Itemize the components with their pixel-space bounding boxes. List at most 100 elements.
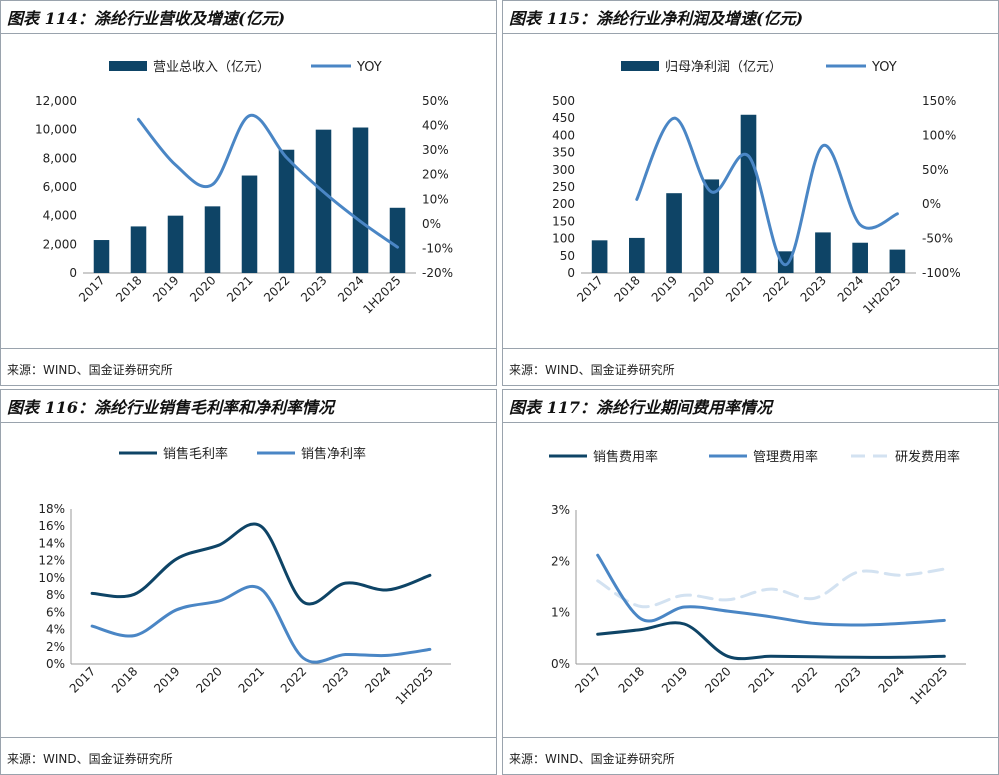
y-right-tick-label: 0% <box>922 197 941 211</box>
y-right-tick-label: -10% <box>422 241 453 255</box>
bar <box>889 249 906 273</box>
y-tick-label: 8% <box>46 588 65 602</box>
y-right-tick-label: 10% <box>422 192 449 206</box>
panel-fig116: 图表 116：涤纶行业销售毛利率和净利率情况 销售毛利率 销售净利率 0% 2% 4% 6… <box>0 389 497 775</box>
bar <box>777 251 794 273</box>
legend-label: 研发费用率 <box>895 449 960 465</box>
y-left-tick-label: 300 <box>552 163 575 177</box>
title-divider <box>503 33 998 34</box>
y-tick-label: 2% <box>551 554 570 568</box>
x-tick-label: 2018 <box>611 273 642 304</box>
y-left-tick-label: 0 <box>567 266 575 280</box>
source-divider <box>503 737 998 738</box>
legend-bar-swatch <box>109 61 147 71</box>
legend-label: 销售费用率 <box>593 449 658 465</box>
x-tick-label: 2023 <box>298 273 329 304</box>
chart-title: 图表 114：涤纶行业营收及增速(亿元) <box>7 9 286 28</box>
x-tick-label: 2021 <box>746 664 777 695</box>
title-divider <box>1 422 496 423</box>
y-left-tick-label: 6,000 <box>43 180 77 194</box>
y-right-tick-label: 0% <box>422 217 441 231</box>
x-tick-label: 2022 <box>789 664 820 695</box>
x-tick-label: 2017 <box>76 273 107 304</box>
x-tick-label: 1H2025 <box>860 273 903 316</box>
x-tick-label: 2024 <box>876 664 907 695</box>
net-profit-chart: 归母净利润（亿元） YOY 0 50 100 150 200 250 300 350 400 450 5… <box>552 60 961 316</box>
legend-bar-label: 营业总收入（亿元） <box>153 60 270 75</box>
series-line <box>90 522 432 606</box>
bar <box>130 226 147 273</box>
source-note: 来源：WIND、国金证券研究所 <box>7 752 173 766</box>
bar <box>241 175 258 273</box>
legend-line-label: YOY <box>356 60 382 75</box>
x-tick-label: 2024 <box>362 664 393 695</box>
y-left-tick-label: 12,000 <box>35 94 77 108</box>
y-right-tick-label: -20% <box>422 266 453 280</box>
x-tick-label: 2017 <box>574 273 605 304</box>
y-tick-label: 12% <box>38 554 65 568</box>
bar <box>591 240 608 273</box>
y-tick-label: 6% <box>46 605 65 619</box>
x-tick-label: 2019 <box>649 273 680 304</box>
y-right-tick-label: 50% <box>922 163 949 177</box>
expense-ratio-chart: 销售费用率 管理费用率 研发费用率 0% 1% 2% 3% 2017 2018 2019 2020 2… <box>549 449 966 707</box>
x-tick-label: 1H2025 <box>393 664 436 707</box>
bar <box>352 127 369 274</box>
bar <box>315 129 332 273</box>
x-tick-label: 2018 <box>616 664 647 695</box>
source-note: 来源：WIND、国金证券研究所 <box>509 363 675 377</box>
y-tick-label: 10% <box>38 571 65 585</box>
y-tick-label: 4% <box>46 623 65 637</box>
x-tick-label: 2023 <box>798 273 829 304</box>
y-left-tick-label: 2,000 <box>43 237 77 251</box>
x-tick-label: 2021 <box>236 664 267 695</box>
x-tick-label: 2020 <box>702 664 733 695</box>
y-tick-label: 16% <box>38 519 65 533</box>
legend-label: 销售净利率 <box>301 446 366 462</box>
x-tick-label: 2022 <box>261 273 292 304</box>
x-tick-label: 2022 <box>278 664 309 695</box>
y-tick-label: 0% <box>46 657 65 671</box>
x-tick-label: 2019 <box>150 273 181 304</box>
bar <box>93 240 110 273</box>
legend-label: 管理费用率 <box>753 449 818 465</box>
y-left-tick-label: 350 <box>552 146 575 160</box>
chart-title: 图表 115：涤纶行业净利润及增速(亿元) <box>509 9 804 28</box>
series-line <box>90 584 432 664</box>
title-divider <box>503 422 998 423</box>
y-right-tick-label: 150% <box>922 94 956 108</box>
x-tick-label: 2020 <box>193 664 224 695</box>
margin-chart: 销售毛利率 销售净利率 0% 2% 4% 6% 8% 10% 12% 14% 16% 18% 2017 2… <box>38 446 451 707</box>
legend-bar-swatch <box>621 61 659 71</box>
y-right-tick-label: 100% <box>922 128 956 142</box>
x-tick-label: 2024 <box>335 273 366 304</box>
x-tick-label: 2022 <box>760 273 791 304</box>
bar <box>629 237 645 273</box>
y-left-tick-label: 10,000 <box>35 123 77 137</box>
series-line <box>596 553 946 627</box>
y-left-tick-label: 200 <box>552 197 575 211</box>
y-left-tick-label: 8,000 <box>43 151 77 165</box>
yoy-line <box>635 116 899 267</box>
bar <box>167 215 184 273</box>
x-tick-label: 2017 <box>572 664 603 695</box>
x-tick-label: 2023 <box>320 664 351 695</box>
x-tick-label: 1H2025 <box>907 664 950 707</box>
chart-title: 图表 116：涤纶行业销售毛利率和净利率情况 <box>7 398 334 417</box>
x-tick-label: 2019 <box>659 664 690 695</box>
y-tick-label: 1% <box>551 606 570 620</box>
y-left-tick-label: 50 <box>560 249 575 263</box>
bar <box>815 232 831 273</box>
bar <box>666 193 682 273</box>
y-tick-label: 3% <box>551 503 570 517</box>
bar <box>389 207 406 273</box>
y-left-tick-label: 450 <box>552 111 575 125</box>
legend-label: 销售毛利率 <box>163 446 228 462</box>
y-left-tick-label: 4,000 <box>43 209 77 223</box>
series-line <box>596 567 946 609</box>
legend-line-label: YOY <box>871 60 897 75</box>
source-divider <box>503 348 998 349</box>
y-tick-label: 2% <box>46 640 65 654</box>
source-divider <box>1 348 496 349</box>
revenue-chart: 营业总收入（亿元） YOY 0 2,000 4,000 6,000 8,000 10,000 1… <box>35 60 453 316</box>
